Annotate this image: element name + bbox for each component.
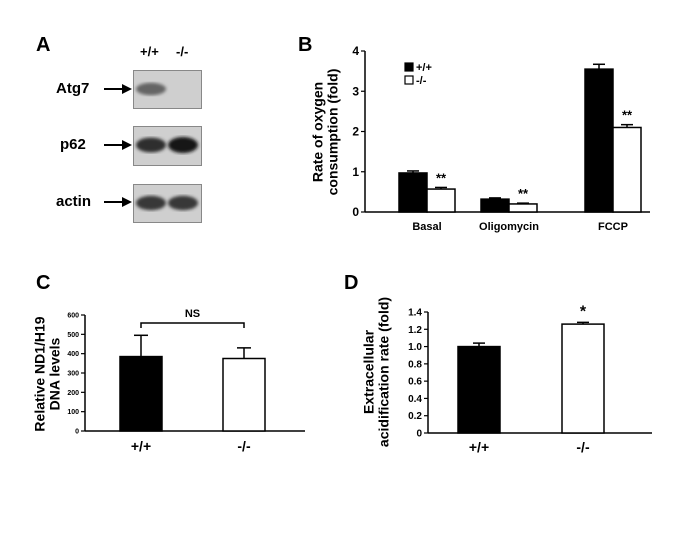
y-tick-label: 500 [67,332,79,339]
significance-marker: ** [518,186,529,201]
panel-d-letter: D [344,272,359,294]
x-tick-label: FCCP [598,221,628,233]
y-axis-label-line: acidification rate (fold) [376,297,392,447]
significance-bracket [140,322,245,328]
legend-label: +/+ [416,62,432,74]
y-tick-label: 400 [67,351,79,358]
bracket-label: NS [185,308,200,320]
bar-ko [426,188,456,213]
panel-c-letter: C [36,272,51,294]
y-tick-label: 0.4 [408,394,422,405]
legend: +/+-/- [404,62,432,87]
y-axis-label: Extracellularacidification rate (fold) [360,297,391,447]
y-axis-label: Relative ND1/H19DNA levels [31,316,62,431]
y-tick-label: 0.2 [408,411,422,422]
y-tick-label: 1.0 [408,342,422,353]
x-tick-label: Oligomycin [479,221,539,233]
blot-arrows [104,84,132,207]
y-tick-label: 600 [67,312,79,319]
blot-band [136,195,166,211]
y-tick-label: 0.6 [408,377,422,388]
blot-band [136,82,166,96]
x-tick-label: -/- [237,438,251,454]
y-tick-label: 100 [67,409,79,416]
y-tick-label: 0 [416,429,422,440]
legend-swatch [404,75,414,85]
bar-ko [612,126,642,213]
bar-wt [398,172,428,213]
x-tick-label: +/+ [131,438,151,454]
legend-swatch [404,62,414,72]
y-axis-label-line: Rate of oxygen [309,82,325,182]
bar-wt [584,68,614,213]
bar [119,355,163,432]
panel-b-letter: B [298,34,313,56]
x-tick-label: -/- [576,439,590,455]
bar [222,357,266,432]
y-tick-label: 1.2 [408,325,422,336]
significance-marker: ** [436,170,447,185]
blot-label-p62: p62 [60,136,86,153]
y-axis-label-line: Extracellular [360,329,376,414]
chart-dna-levels: 0 100 200 300 400 500 600 Relative ND1/H19DNA l… [31,308,305,454]
chart-oxygen-consumption: 0 1 2 3 4 Rate of oxygenconsumption (fold) Bas… [309,44,650,233]
blot-bands [136,82,198,211]
y-tick-label: 1 [352,165,359,179]
y-tick-label: 0 [352,205,359,219]
y-tick-label: 4 [352,44,359,58]
y-tick-label: 3 [352,84,359,98]
blot-band [168,137,198,153]
blot-label-atg7: Atg7 [56,80,90,97]
lane-label-wt: +/+ [140,44,159,59]
y-tick-label: 1.4 [408,308,422,319]
bar [457,345,501,434]
chart-acidification: 0 0.2 0.4 0.6 0.8 1.0 1.2 1.4 Extracellularacidi… [360,297,652,455]
y-axis-label: Rate of oxygenconsumption (fold) [309,69,340,196]
bar-wt [480,198,510,213]
blot-label-actin: actin [56,193,92,210]
y-axis-label-line: Relative ND1/H19 [31,316,47,431]
y-tick-label: 2 [352,125,359,139]
blot-band [136,137,166,153]
significance-marker: ** [622,108,633,123]
y-axis-label-line: consumption (fold) [325,69,341,196]
y-axis-label-line: DNA levels [47,337,63,410]
x-tick-label: Basal [412,221,441,233]
bar-ko [508,203,538,213]
lane-label-ko: -/- [176,44,189,59]
x-tick-label: +/+ [469,439,489,455]
significance-marker: * [580,303,587,320]
y-tick-label: 200 [67,390,79,397]
blot-band [168,195,198,211]
bar [561,323,605,434]
y-tick-label: 0.8 [408,359,422,370]
y-tick-label: 300 [67,370,79,377]
legend-label: -/- [416,75,427,87]
y-tick-label: 0 [75,428,79,435]
panel-a-letter: A [36,34,51,56]
